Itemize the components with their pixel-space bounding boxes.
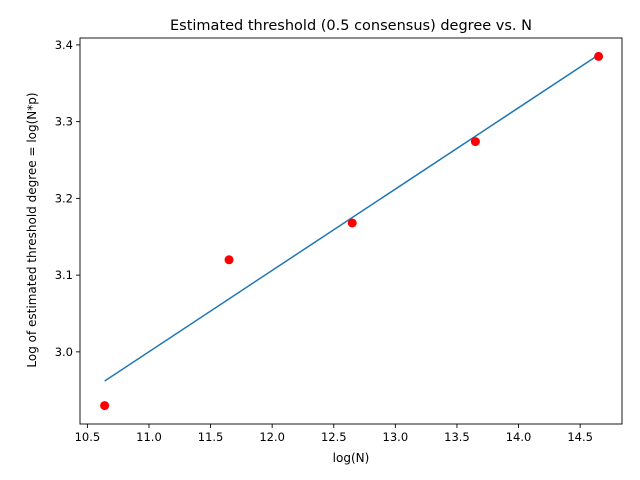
chart-title: Estimated threshold (0.5 consensus) degr… [170,18,532,34]
y-tick-label: 3.3 [55,115,73,129]
y-tick-label: 3.0 [55,345,73,359]
y-tick-label: 3.2 [55,191,73,205]
data-point [100,401,110,411]
axis-ticks: 10.5 11.0 11.5 12.0 12.5 13.0 13.5 14.0 14.5 3.0 3… [55,38,593,444]
x-tick-label: 12.0 [259,430,285,444]
x-tick-label: 11.0 [136,430,162,444]
y-tick-label: 3.1 [55,268,73,282]
x-tick-label: 12.5 [321,430,347,444]
data-point [594,51,604,61]
axes-frame [79,37,623,425]
x-tick-label: 11.5 [198,430,224,444]
y-axis-label: Log of estimated threshold degree = log(… [25,92,39,367]
data-point [347,218,357,228]
fit-line [104,54,600,382]
x-axis-label: log(N) [333,451,370,465]
y-tick-label: 3.4 [55,38,73,52]
x-tick-label: 14.0 [506,430,532,444]
x-tick-label: 10.5 [75,430,101,444]
x-tick-label: 13.5 [444,430,470,444]
plot-area [79,37,623,425]
x-tick-label: 13.0 [383,430,409,444]
data-point [224,255,234,265]
data-point [470,137,480,147]
x-tick-label: 14.5 [567,430,593,444]
